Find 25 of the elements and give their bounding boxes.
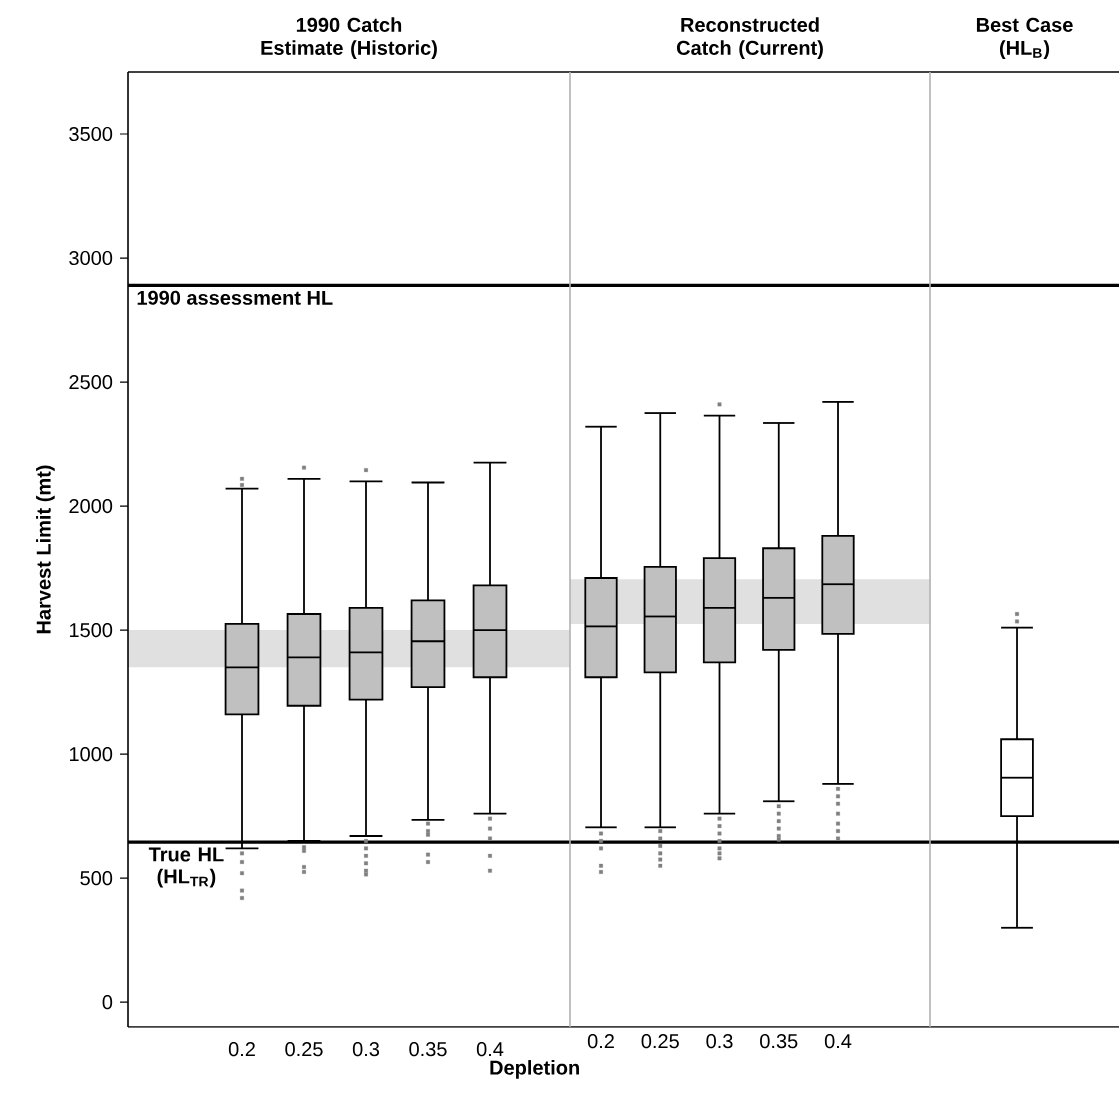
x-tick-label: 0.3 [352,1042,380,1057]
x-tick-label: 0.4 [476,1042,504,1057]
y-tick-label: 1000 [69,747,113,762]
chart-title: Best Case (HL$_{B}$) [976,17,1073,59]
ref-line-label: True HL (HL$_{TR}$) [148,847,224,888]
y-tick-label: 500 [80,871,113,886]
x-tick-label: 0.2 [587,1034,614,1049]
x-tick-label: 0.25 [641,1034,679,1049]
x-tick-label: 0.25 [285,1042,323,1057]
x-tick-label: 0.3 [706,1034,733,1049]
y-tick-label: 2000 [69,499,113,514]
ref-line-label: 1990 assessment HL [137,290,333,305]
x-tick-label: 0.35 [760,1034,798,1049]
chart-title: Reconstructed Catch (Current) [676,17,823,59]
y-tick-label: 0 [102,995,113,1010]
y-tick-label: 3500 [69,126,113,142]
chart-title: 1990 Catch Estimate (Historic) [261,17,437,59]
x-tick-label: 0.4 [824,1034,852,1049]
x-tick-label: 0.2 [228,1042,255,1057]
y-tick-label: 3000 [69,250,113,266]
x-axis-title: Depletion [490,1060,579,1079]
y-tick-label: 1500 [69,623,113,638]
x-tick-label: 0.35 [409,1042,447,1057]
y-tick-label: 2500 [69,374,113,390]
y-axis-title: Harvest Limit (mt) [36,465,55,634]
